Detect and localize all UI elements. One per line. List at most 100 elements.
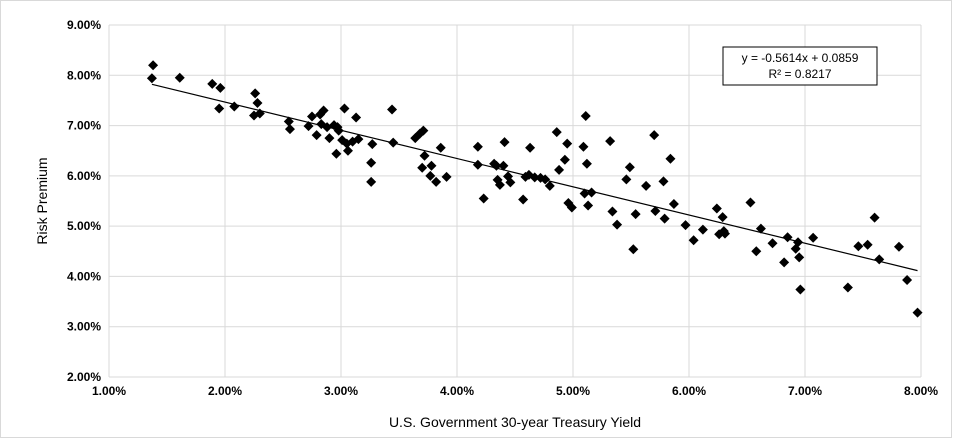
data-point: [525, 142, 536, 153]
data-point: [650, 206, 661, 217]
data-point: [351, 112, 362, 123]
data-point: [366, 176, 377, 187]
data-point: [649, 130, 660, 141]
data-point: [607, 206, 618, 217]
data-point: [333, 125, 344, 136]
data-point: [668, 199, 679, 210]
data-point: [367, 139, 378, 150]
data-point: [554, 164, 565, 175]
data-point: [215, 82, 226, 93]
data-point: [869, 212, 880, 223]
data-point: [912, 307, 923, 318]
trendline-r-squared: R² = 0.8217: [768, 67, 831, 81]
y-tick-label: 3.00%: [67, 320, 101, 334]
data-point: [842, 282, 853, 293]
x-tick-label: 1.00%: [92, 384, 126, 398]
data-point: [902, 274, 913, 285]
data-point: [559, 154, 570, 165]
data-point: [303, 121, 314, 132]
data-point: [339, 103, 350, 114]
data-point: [621, 174, 632, 185]
data-point: [214, 103, 225, 114]
data-point: [353, 134, 364, 145]
data-point: [418, 125, 429, 136]
data-point: [688, 235, 699, 246]
data-point: [579, 188, 590, 199]
data-point: [853, 241, 864, 252]
data-points: [146, 60, 923, 318]
data-point: [148, 60, 159, 71]
data-point: [498, 160, 509, 171]
data-point: [659, 213, 670, 224]
y-tick-label: 6.00%: [67, 169, 101, 183]
x-tick-label: 4.00%: [440, 384, 474, 398]
data-point: [529, 172, 540, 183]
data-point: [366, 157, 377, 168]
data-point: [435, 142, 446, 153]
data-point: [284, 124, 295, 135]
data-point: [862, 239, 873, 250]
trendline-equation: y = -0.5614x + 0.0859: [742, 51, 859, 65]
data-point: [250, 88, 261, 99]
data-point: [324, 133, 335, 144]
data-point: [540, 174, 551, 185]
y-tick-label: 8.00%: [67, 68, 101, 82]
x-axis-title: U.S. Government 30-year Treasury Yield: [389, 414, 641, 430]
y-axis-title: Risk Premium: [34, 157, 50, 244]
data-point: [478, 193, 489, 204]
x-tick-label: 2.00%: [208, 384, 242, 398]
data-point: [331, 148, 342, 159]
data-point: [441, 171, 452, 182]
data-point: [388, 137, 399, 148]
data-point: [581, 158, 592, 169]
data-point: [874, 254, 885, 265]
data-point: [252, 97, 263, 108]
data-point: [808, 232, 819, 243]
data-point: [605, 136, 616, 147]
data-point: [628, 244, 639, 255]
trendline-equation-box: y = -0.5614x + 0.0859 R² = 0.8217: [722, 46, 878, 86]
data-point: [311, 130, 322, 141]
data-point: [551, 127, 562, 138]
x-tick-label: 5.00%: [556, 384, 590, 398]
data-point: [318, 105, 329, 116]
data-point: [207, 78, 218, 89]
data-point: [472, 141, 483, 152]
y-tick-label: 7.00%: [67, 119, 101, 133]
x-tick-label: 8.00%: [904, 384, 938, 398]
data-point: [793, 237, 804, 248]
data-point: [544, 180, 555, 191]
data-point: [624, 162, 635, 173]
data-point: [711, 203, 722, 214]
data-point: [717, 212, 728, 223]
data-point: [283, 116, 294, 127]
data-point: [580, 111, 591, 122]
y-tick-label: 9.00%: [67, 18, 101, 32]
data-point: [146, 73, 157, 84]
tick-labels: 1.00% 2.00% 3.00% 4.00% 5.00% 6.00% 7.00% 8.00%…: [67, 18, 938, 398]
data-point: [518, 194, 529, 205]
data-point: [794, 252, 805, 263]
data-point: [697, 224, 708, 235]
data-point: [612, 219, 623, 230]
data-point: [795, 284, 806, 295]
data-point: [472, 159, 483, 170]
data-point: [491, 160, 502, 171]
data-point: [658, 176, 669, 187]
data-point: [229, 101, 240, 112]
data-point: [665, 153, 676, 164]
data-point: [586, 187, 597, 198]
x-tick-label: 7.00%: [788, 384, 822, 398]
data-point: [583, 200, 594, 211]
data-point: [254, 108, 265, 119]
data-point: [745, 197, 756, 208]
data-point: [782, 232, 793, 243]
data-point: [505, 177, 516, 188]
data-point: [680, 220, 691, 231]
data-point: [767, 238, 778, 249]
gridlines: [108, 24, 922, 378]
data-point: [494, 179, 505, 190]
data-point: [499, 137, 510, 148]
